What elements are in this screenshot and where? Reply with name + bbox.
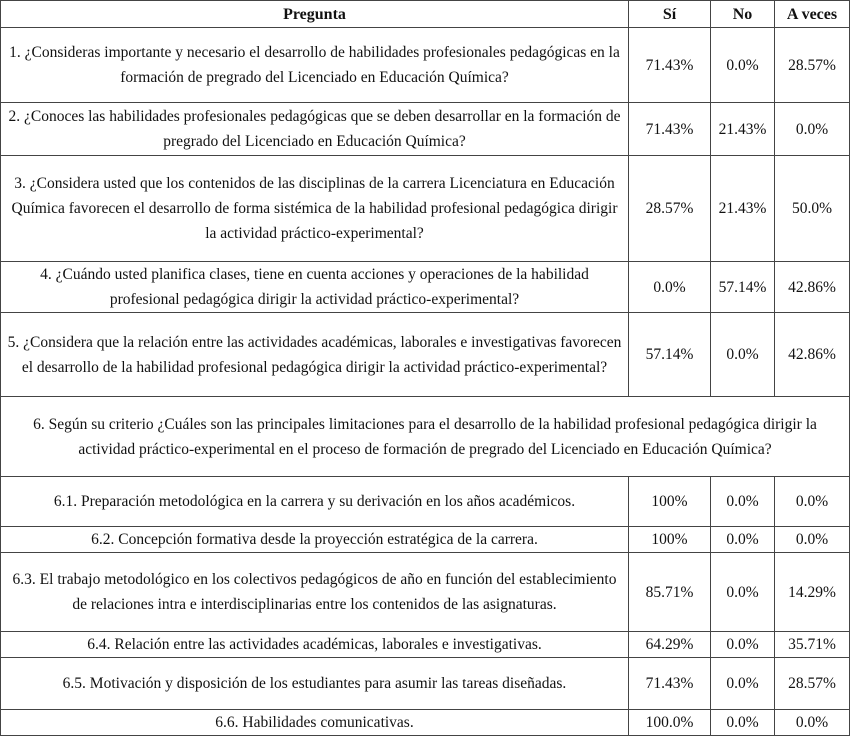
question-cell: 6.3. El trabajo metodológico en los cole… (0, 552, 629, 632)
header-row: Pregunta Sí No A veces (0, 0, 850, 28)
percent-cell: 71.43% (628, 102, 711, 156)
percent-cell: 28.57% (774, 27, 850, 103)
percent-cell: 0.0% (710, 27, 775, 103)
table-body: 1. ¿Consideras importante y necesario el… (0, 27, 850, 736)
percent-cell: 21.43% (710, 155, 775, 262)
percent-cell: 71.43% (628, 27, 711, 103)
column-header: No (710, 0, 775, 28)
question-cell: 4. ¿Cuándo usted planifica clases, tiene… (0, 261, 629, 313)
question-cell: 6.6. Habilidades comunicativas. (0, 709, 629, 736)
percent-cell: 0.0% (774, 476, 850, 527)
percent-cell: 100.0% (628, 709, 711, 736)
percent-cell: 35.71% (774, 631, 850, 658)
table-row: 5. ¿Considera que la relación entre las … (0, 312, 850, 397)
table-row: 1. ¿Consideras importante y necesario el… (0, 27, 850, 103)
percent-cell: 0.0% (710, 552, 775, 632)
percent-cell: 100% (628, 476, 711, 527)
percent-cell: 0.0% (710, 476, 775, 527)
percent-cell: 0.0% (710, 709, 775, 736)
table-row: 6.2. Concepción formativa desde la proye… (0, 526, 850, 553)
percent-cell: 0.0% (628, 261, 711, 313)
percent-cell: 64.29% (628, 631, 711, 658)
percent-cell: 0.0% (710, 526, 775, 553)
percent-cell: 21.43% (710, 102, 775, 156)
table-row: 6.6. Habilidades comunicativas. 100.0% 0.0… (0, 709, 850, 736)
table-row: 6.3. El trabajo metodológico en los cole… (0, 552, 850, 632)
percent-cell: 50.0% (774, 155, 850, 262)
question-cell: 2. ¿Conoces las habilidades profesionale… (0, 102, 629, 156)
question-cell: 5. ¿Considera que la relación entre las … (0, 312, 629, 397)
question-cell: 6.5. Motivación y disposición de los est… (0, 657, 629, 710)
question-cell: 1. ¿Consideras importante y necesario el… (0, 27, 629, 103)
percent-cell: 0.0% (710, 312, 775, 397)
question-cell: 6.2. Concepción formativa desde la proye… (0, 526, 629, 553)
percent-cell: 42.86% (774, 261, 850, 313)
table-row: 4. ¿Cuándo usted planifica clases, tiene… (0, 261, 850, 313)
percent-cell: 0.0% (710, 657, 775, 710)
question-cell: 3. ¿Considera usted que los contenidos d… (0, 155, 629, 262)
percent-cell: 0.0% (710, 631, 775, 658)
table-row: 6. Según su criterio ¿Cuáles son las pri… (0, 396, 850, 477)
question-cell: 6.4. Relación entre las actividades acad… (0, 631, 629, 658)
column-header: Pregunta (0, 0, 629, 28)
table-row: 6.4. Relación entre las actividades acad… (0, 631, 850, 658)
percent-cell: 0.0% (774, 526, 850, 553)
percent-cell: 57.14% (710, 261, 775, 313)
table-header: Pregunta Sí No A veces (0, 0, 850, 28)
percent-cell: 71.43% (628, 657, 711, 710)
percent-cell: 57.14% (628, 312, 711, 397)
table-row: 6.1. Preparación metodológica en la carr… (0, 476, 850, 527)
percent-cell: 0.0% (774, 102, 850, 156)
table-row: 6.5. Motivación y disposición de los est… (0, 657, 850, 710)
percent-cell: 28.57% (628, 155, 711, 262)
percent-cell: 85.71% (628, 552, 711, 632)
table-row: 3. ¿Considera usted que los contenidos d… (0, 155, 850, 262)
percent-cell: 42.86% (774, 312, 850, 397)
percent-cell: 0.0% (774, 709, 850, 736)
question-cell: 6. Según su criterio ¿Cuáles son las pri… (0, 396, 850, 477)
column-header: Sí (628, 0, 711, 28)
percent-cell: 14.29% (774, 552, 850, 632)
table-row: 2. ¿Conoces las habilidades profesionale… (0, 102, 850, 156)
column-header: A veces (774, 0, 850, 28)
question-cell: 6.1. Preparación metodológica en la carr… (0, 476, 629, 527)
percent-cell: 100% (628, 526, 711, 553)
percent-cell: 28.57% (774, 657, 850, 710)
